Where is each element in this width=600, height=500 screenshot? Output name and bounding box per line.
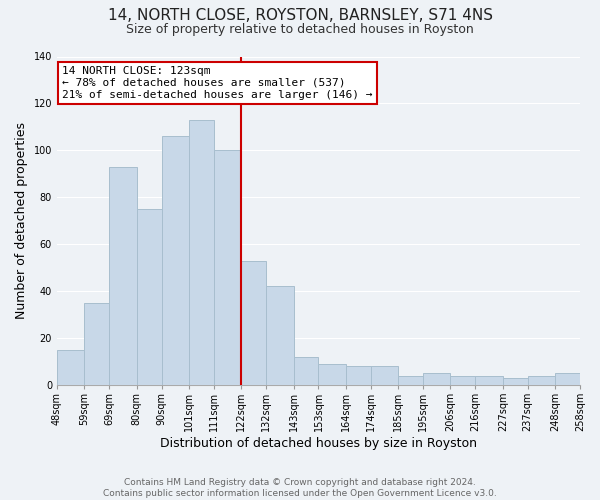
Bar xyxy=(451,376,475,385)
Bar xyxy=(57,350,85,385)
Text: 14 NORTH CLOSE: 123sqm
← 78% of detached houses are smaller (537)
21% of semi-de: 14 NORTH CLOSE: 123sqm ← 78% of detached… xyxy=(62,66,373,100)
Bar xyxy=(371,366,398,385)
Bar xyxy=(266,286,293,385)
Bar xyxy=(475,376,503,385)
Bar xyxy=(527,376,555,385)
Bar xyxy=(85,303,109,385)
Bar xyxy=(503,378,527,385)
Bar xyxy=(398,376,423,385)
Bar xyxy=(109,167,137,385)
Bar xyxy=(137,209,161,385)
Bar xyxy=(555,374,580,385)
Bar xyxy=(346,366,371,385)
Bar xyxy=(161,136,189,385)
Text: Size of property relative to detached houses in Royston: Size of property relative to detached ho… xyxy=(126,22,474,36)
Bar xyxy=(189,120,214,385)
Bar xyxy=(293,357,319,385)
Bar xyxy=(241,260,266,385)
Bar xyxy=(423,374,451,385)
Y-axis label: Number of detached properties: Number of detached properties xyxy=(15,122,28,320)
Text: 14, NORTH CLOSE, ROYSTON, BARNSLEY, S71 4NS: 14, NORTH CLOSE, ROYSTON, BARNSLEY, S71 … xyxy=(107,8,493,22)
Text: Contains HM Land Registry data © Crown copyright and database right 2024.
Contai: Contains HM Land Registry data © Crown c… xyxy=(103,478,497,498)
Bar xyxy=(319,364,346,385)
X-axis label: Distribution of detached houses by size in Royston: Distribution of detached houses by size … xyxy=(160,437,477,450)
Bar xyxy=(214,150,241,385)
